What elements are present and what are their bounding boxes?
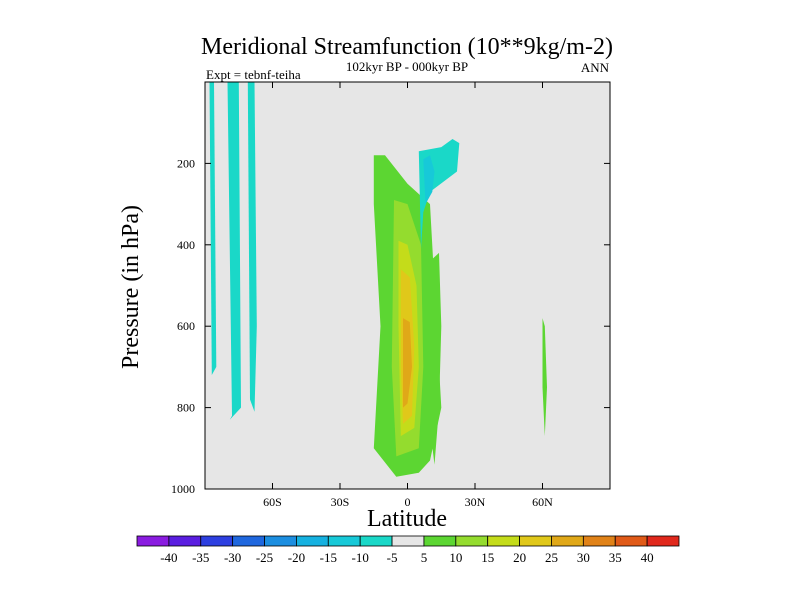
colorbar-label: 30 [577, 550, 590, 565]
colorbar-swatch [455, 535, 489, 547]
season-label: ANN [581, 60, 610, 75]
contour-region-cell-60N [542, 318, 547, 437]
y-tick-label: 600 [177, 319, 195, 333]
y-axis-label: Pressure (in hPa) [118, 205, 144, 369]
colorbar-label: -30 [224, 550, 241, 565]
colorbar-label: -25 [256, 550, 273, 565]
colorbar-swatch [646, 535, 680, 547]
colorbar-swatch [168, 535, 202, 547]
colorbar-swatch [614, 535, 648, 547]
colorbar-swatch [264, 535, 297, 547]
colorbar-label: 20 [513, 550, 526, 565]
expt-label: Expt = tebnf-teiha [206, 67, 301, 82]
y-tick-label: 800 [177, 401, 195, 415]
colorbar-swatch [391, 535, 425, 547]
x-tick-label: 30S [331, 495, 350, 509]
colorbar: -40 -35 -30 -25 -20 -15 -10 -5 5 10 15 20 25 30 35 40 [136, 535, 680, 565]
y-tick-label: 200 [177, 156, 195, 170]
y-tick-label: 1000 [171, 482, 195, 496]
colorbar-swatch [519, 535, 552, 547]
colorbar-label: -5 [387, 550, 398, 565]
contour-region-band-70S [227, 82, 241, 420]
contour-region-band-65S [247, 82, 257, 412]
x-tick-label: 60N [532, 495, 553, 509]
colorbar-label: 35 [609, 550, 622, 565]
colorbar-label: 5 [421, 550, 428, 565]
contour-region-band-70S-west [209, 82, 217, 375]
contour-region-cell-south-25 [403, 318, 412, 408]
colorbar-label: -35 [192, 550, 209, 565]
colorbar-label: -40 [160, 550, 177, 565]
colorbar-swatch [551, 535, 584, 547]
colorbar-swatch [200, 535, 234, 547]
colorbar-swatch [423, 535, 457, 547]
colorbar-label: -20 [288, 550, 305, 565]
colorbar-label: 25 [545, 550, 558, 565]
contour-region-cell-north-tropic [427, 252, 442, 465]
chart-title: Meridional Streamfunction (10**9kg/m-2) [201, 34, 613, 60]
colorbar-swatch [327, 535, 361, 547]
plot-area: 60S 30S 0 30N 60N 200 400 600 800 1000 [171, 81, 611, 509]
colorbar-label: 40 [641, 550, 654, 565]
colorbar-swatch [232, 535, 265, 547]
colorbar-swatch [136, 535, 170, 547]
colorbar-label: 15 [481, 550, 494, 565]
colorbar-swatch [582, 535, 616, 547]
x-tick-label: 0 [405, 495, 411, 509]
colorbar-swatch [487, 535, 520, 547]
colorbar-label: -10 [352, 550, 369, 565]
x-axis-label: Latitude [367, 506, 447, 532]
contour-region-upper-neg-north-10 [423, 155, 435, 205]
y-tick-label: 400 [177, 238, 195, 252]
colorbar-swatch [296, 535, 329, 547]
chart-subtitle: 102kyr BP - 000kyr BP [346, 59, 468, 74]
colorbar-label: 10 [449, 550, 462, 565]
x-tick-label: 30N [465, 495, 486, 509]
colorbar-label: -15 [320, 550, 337, 565]
x-tick-label: 60S [263, 495, 282, 509]
colorbar-swatch [359, 535, 393, 547]
